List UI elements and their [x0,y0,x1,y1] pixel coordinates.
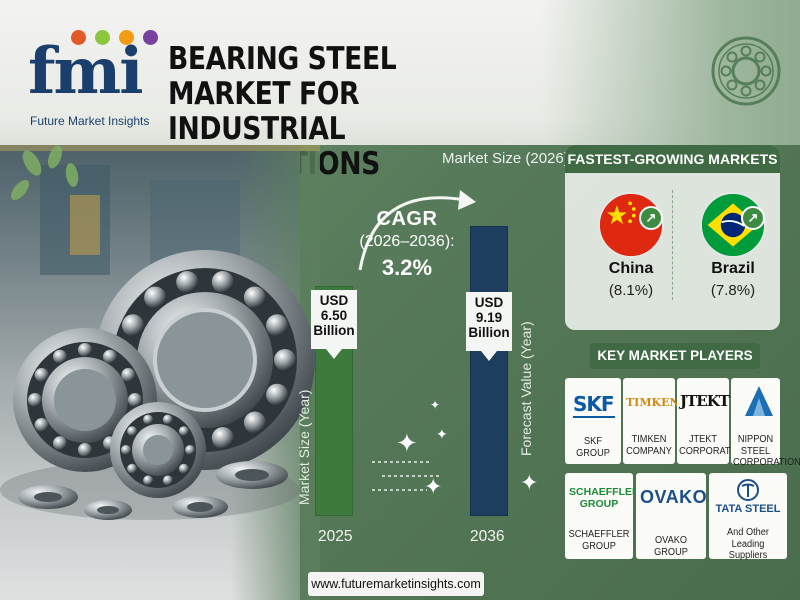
bearing-ball [266,383,289,406]
brand-name: Future Market Insights [30,114,150,128]
company-name: SCHAEFFLER GROUP [568,529,630,552]
company-card-skf: SKF SKF GROUP [565,378,621,464]
company-name: OVAKO GROUP [654,535,688,558]
skf-underline [573,416,615,418]
company-name: SKF GROUP [576,436,610,459]
roller-bearings [18,461,288,520]
bar-2036 [470,226,508,516]
fmi-logo: fmi Future Market Insights [20,30,165,135]
bearing-ball [121,368,136,382]
cagr-callout: CAGR (2026–2036): 3.2% [352,208,462,281]
bearing-ball [178,426,189,437]
bearing-small [110,402,206,498]
machine-shape-yellow [70,195,100,255]
bearing-ball [266,314,289,337]
company-name: And Other Leading Suppliers [727,527,769,561]
sparkle-icon: ✦ [424,474,443,499]
cagr-title: CAGR [376,208,438,230]
company-card-nippon-steel: NIPPON STEEL CORPORATION [731,378,800,468]
cagr-value: 3.2% [381,255,433,280]
bar-value-2025: USD 6.50 Billion [311,290,357,358]
logo-dot-green [95,30,110,45]
bearing-ball [78,443,92,457]
ceiling-beam [0,145,320,151]
year-label-2025: 2025 [318,528,353,545]
bearing-ball [28,393,42,407]
cagr-china: (8.1%) [608,282,654,299]
country-brazil: Brazil [711,260,755,277]
china-flag-icon [598,192,664,258]
logo-dot-orange [119,30,134,45]
ovako-logo: OVAKO [640,487,708,507]
company-name: TIMKEN COMPANY [626,434,672,457]
axis-label-market-size: Market Size (Year) [296,389,312,505]
website-url[interactable]: www.futuremarketinsights.com [308,572,484,596]
bearing-ball [103,349,117,364]
bearing-ball [34,418,49,432]
bearings-illustration [0,145,320,520]
bearing-ball [121,445,131,455]
header-fade [540,0,800,145]
trend-up-icon: ↗ [741,206,765,230]
company-name: NIPPON STEEL CORPORATION [732,434,800,468]
bearing-ball [127,426,138,437]
tata-logo-icon [737,479,759,501]
bearing-ball [143,414,154,425]
bearing-ball [144,286,167,309]
leaves-decoration [11,145,79,200]
bearing-ball [143,475,154,486]
bearing-ball [128,393,142,407]
timken-logo: TIMKEN [626,396,680,409]
bearing-ball [243,286,266,309]
bearing-ball [185,445,195,455]
tata-steel-logo: TATA STEEL [715,503,781,515]
logo-dot-red [71,30,86,45]
logo-dot-purple [143,30,158,45]
trend-up-icon: ↗ [639,206,663,230]
bearing-ball [78,343,92,357]
company-card-jtekt: JTEKT JTEKT CORPORATION [677,378,747,464]
cagr-range: (2026–2036): [359,233,455,250]
bearing-ball [243,411,266,434]
bearing-ball [178,463,189,474]
sparkle-icon: ✦ [436,426,448,442]
bearing-ball [53,349,67,364]
fastest-growing-heading: FASTEST-GROWING MARKETS [565,145,780,173]
company-card-schaeffler: SCHAEFFLER GROUP SCHAEFFLER GROUP [565,473,640,559]
bearing-ball [34,368,49,382]
panel-divider [672,190,673,300]
sparkle-icon: ✦ [430,398,441,412]
sparkle-icon: ✦ [520,470,539,495]
company-card-ovako: OVAKO OVAKO GROUP [636,473,708,559]
skf-logo: SKF [573,392,615,416]
cagr-brazil: (7.8%) [710,282,756,299]
bearing-ball [176,271,199,294]
bearing-ball [162,414,173,425]
company-card-tata-steel: TATA STEEL And Other Leading Suppliers [709,473,787,561]
company-name: JTEKT CORPORATION [679,434,747,457]
key-players-heading: KEY MARKET PLAYERS [590,343,760,369]
logo-wordmark: fmi [28,34,144,109]
bearing-ball [121,314,144,337]
dashed-lines-decoration [372,461,442,491]
bearing-ball [162,475,173,486]
bearing-ball [211,271,234,294]
growth-arrow-decoration [358,190,476,271]
bearing-ball [127,463,138,474]
country-china: China [608,260,654,277]
axis-label-forecast: Forecast Value (Year) [518,321,534,456]
bearing-icon [711,36,781,106]
year-label-2036: 2036 [470,528,505,545]
bar-value-2036: USD 9.19 Billion [466,292,512,360]
bearing-ball [53,436,67,451]
bearing-ball [274,349,296,371]
nippon-steel-logo [745,386,773,416]
company-card-timken: TIMKEN TIMKEN COMPANY [623,378,680,464]
schaeffler-logo: SCHAEFFLER GROUP [569,486,640,510]
jtekt-logo: JTEKT [680,392,730,410]
bearing-ball [211,426,234,449]
market-size-label: Market Size (2026) [442,150,569,167]
sparkle-icon: ✦ [396,428,418,458]
